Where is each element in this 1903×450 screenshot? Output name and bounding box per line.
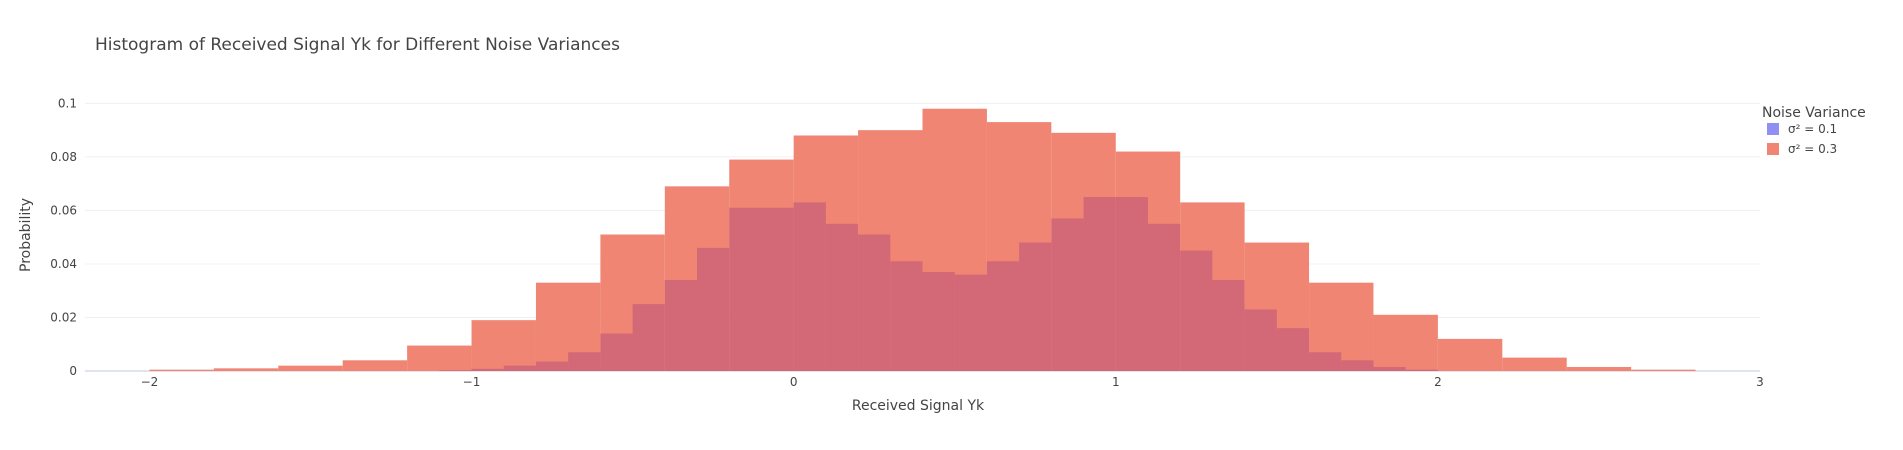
histogram-bar[interactable] [278,365,343,371]
y-axis-ticks: 0 0.02 0.04 0.06 0.08 0.1 [50,96,77,378]
histogram-bar[interactable] [407,345,472,371]
histogram-bar[interactable] [1244,309,1277,371]
histogram-bar[interactable] [954,274,987,371]
histogram-bar[interactable] [1309,352,1342,371]
histogram-bar[interactable] [825,223,859,371]
histogram-bar[interactable] [471,368,504,371]
x-axis-ticks: −2 −1 0 1 2 3 [141,375,1764,389]
y-tick-label: 0.08 [50,150,77,164]
x-tick-label: −2 [141,375,159,389]
y-tick-label: 0.1 [58,96,77,110]
y-tick-label: 0.04 [50,257,77,271]
histogram-bar[interactable] [471,320,536,371]
legend-item[interactable]: σ² = 0.3 [1767,142,1837,156]
histogram-bar[interactable] [1341,360,1374,371]
histogram-bar[interactable] [439,370,472,371]
histogram-bar[interactable] [342,360,408,371]
histogram-bar[interactable] [1405,369,1438,371]
histogram-bars[interactable] [149,108,1696,371]
histogram-bar[interactable] [986,261,1020,371]
histogram-bar[interactable] [600,333,633,371]
legend-swatch [1767,123,1779,135]
series-group[interactable] [439,197,1438,371]
histogram-bar[interactable] [1051,218,1084,371]
x-tick-label: 3 [1756,375,1764,389]
histogram-bar[interactable] [632,304,665,371]
histogram-bar[interactable] [149,369,214,371]
histogram-bar[interactable] [1502,357,1567,371]
histogram-bar[interactable] [1437,338,1503,371]
histogram-bar[interactable] [1212,280,1245,371]
y-axis-label: Probability [18,198,34,272]
histogram-bar[interactable] [535,361,569,371]
x-tick-label: 0 [790,375,798,389]
histogram-bar[interactable] [1180,250,1213,371]
histogram-bar[interactable] [213,368,279,371]
legend-title: Noise Variance [1762,105,1866,121]
x-tick-label: 2 [1434,375,1442,389]
legend-items[interactable]: σ² = 0.1 σ² = 0.3 [1767,122,1837,156]
histogram-bar[interactable] [1083,197,1116,371]
chart-title: Histogram of Received Signal Yk for Diff… [95,35,620,55]
y-tick-label: 0 [69,364,77,378]
histogram-bar[interactable] [729,207,762,371]
histogram-bar[interactable] [1566,366,1632,371]
x-tick-label: 1 [1112,375,1120,389]
histogram-bar[interactable] [568,352,601,371]
histogram-bar[interactable] [1373,366,1406,371]
histogram-bar[interactable] [890,261,923,371]
histogram-bar[interactable] [1147,223,1181,371]
x-tick-label: −1 [463,375,481,389]
histogram-bar[interactable] [761,207,794,371]
histogram-bar[interactable] [697,247,730,371]
histogram-bar[interactable] [1019,242,1052,371]
legend[interactable]: Noise Variance σ² = 0.1 σ² = 0.3 [1762,105,1866,156]
y-tick-label: 0.02 [50,310,77,324]
legend-item[interactable]: σ² = 0.1 [1767,122,1837,136]
histogram-bar[interactable] [1115,197,1148,371]
x-axis-label: Received Signal Yk [852,398,985,414]
histogram-bar[interactable] [1373,314,1438,371]
y-tick-label: 0.06 [50,203,77,217]
legend-swatch [1767,143,1779,155]
histogram-bar[interactable] [922,271,955,371]
legend-label: σ² = 0.1 [1788,122,1837,136]
legend-label: σ² = 0.3 [1788,142,1837,156]
histogram-bar[interactable] [1631,369,1696,371]
histogram-bar[interactable] [858,234,891,371]
histogram-bar[interactable] [1276,328,1310,371]
histogram-bar[interactable] [793,202,826,371]
histogram-bar[interactable] [664,280,698,371]
histogram-bar[interactable] [503,365,536,371]
